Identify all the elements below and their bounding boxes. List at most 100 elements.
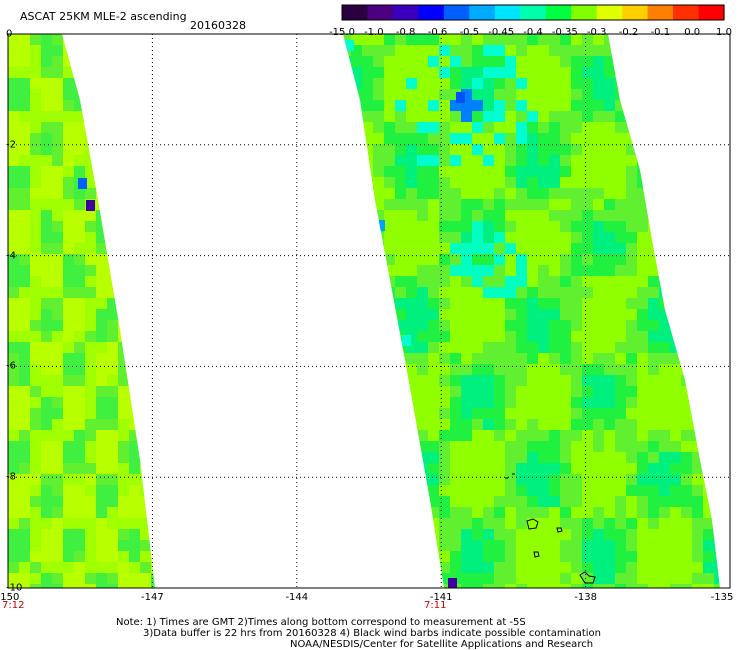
data-cell <box>604 573 616 585</box>
data-cell <box>582 166 594 178</box>
data-cell <box>96 45 108 57</box>
data-cell <box>659 144 671 156</box>
data-cell <box>593 155 605 167</box>
data-cell <box>494 287 506 299</box>
data-cell <box>472 210 484 222</box>
data-cell <box>670 122 682 134</box>
data-cell <box>560 78 572 90</box>
data-cell <box>52 452 64 464</box>
data-cell <box>703 584 715 588</box>
data-cell <box>681 474 693 486</box>
data-cell <box>692 89 704 101</box>
data-cell <box>472 89 484 101</box>
data-cell <box>129 166 141 178</box>
data-cell <box>439 78 451 90</box>
data-cell <box>505 375 517 387</box>
data-cell <box>351 155 363 167</box>
data-cell <box>63 485 75 497</box>
data-cell <box>129 34 141 46</box>
data-cell <box>648 287 660 299</box>
data-cell <box>52 243 64 255</box>
data-cell <box>362 353 374 365</box>
data-cell <box>63 584 75 588</box>
data-cell <box>19 45 31 57</box>
data-cell <box>494 155 506 167</box>
data-cell <box>604 551 616 563</box>
data-cell <box>362 254 374 266</box>
data-cell <box>362 496 374 508</box>
data-cell <box>351 232 363 244</box>
data-cell <box>351 133 363 145</box>
data-cell <box>96 89 108 101</box>
data-cell <box>395 540 407 552</box>
data-cell <box>659 353 671 365</box>
data-cell <box>648 155 660 167</box>
colorbar-label: -0.8 <box>395 27 416 38</box>
data-cell <box>343 254 352 266</box>
data-cell <box>516 397 528 409</box>
data-cell <box>151 463 155 475</box>
data-cell <box>549 254 561 266</box>
data-cell <box>648 518 660 530</box>
data-cell <box>373 452 385 464</box>
colorbar-frame <box>341 4 725 21</box>
data-cell <box>549 155 561 167</box>
data-cell <box>343 177 352 189</box>
data-cell <box>571 144 583 156</box>
data-cell <box>571 210 583 222</box>
data-cell <box>351 342 363 354</box>
data-cell <box>151 551 155 563</box>
data-cell <box>384 584 396 588</box>
data-cell <box>681 78 693 90</box>
data-cell <box>41 243 53 255</box>
data-cell <box>615 221 627 233</box>
data-cell <box>129 100 141 112</box>
data-cell <box>626 221 638 233</box>
data-cell <box>417 144 429 156</box>
data-cell <box>52 342 64 354</box>
data-cell <box>483 265 495 277</box>
data-cell <box>129 331 141 343</box>
data-cell <box>593 540 605 552</box>
data-cell <box>494 298 506 310</box>
data-cell <box>19 122 31 134</box>
data-cell <box>659 276 671 288</box>
data-cell <box>670 67 682 79</box>
data-cell <box>593 34 605 46</box>
data-cell <box>571 45 583 57</box>
data-cell <box>8 485 20 497</box>
data-cell <box>373 100 385 112</box>
data-cell <box>692 342 704 354</box>
data-cell <box>63 441 75 453</box>
data-cell <box>527 320 539 332</box>
data-cell <box>571 551 583 563</box>
data-cell <box>395 89 407 101</box>
data-cell <box>593 111 605 123</box>
data-cell <box>461 529 473 541</box>
data-cell <box>461 320 473 332</box>
data-cell <box>571 529 583 541</box>
data-cell <box>472 34 484 46</box>
data-cell <box>472 298 484 310</box>
data-cell <box>450 463 462 475</box>
data-cell <box>30 320 42 332</box>
data-cell <box>505 89 517 101</box>
data-cell <box>615 111 627 123</box>
data-cell <box>395 441 407 453</box>
data-cell <box>140 342 152 354</box>
data-cell <box>461 177 473 189</box>
time-label-left: 7:12 <box>2 600 25 611</box>
data-cell <box>63 144 75 156</box>
data-cell <box>637 540 649 552</box>
data-cell <box>615 199 627 211</box>
data-cell <box>538 562 550 574</box>
data-cell <box>538 320 550 332</box>
data-cell <box>428 122 440 134</box>
data-cell <box>483 298 495 310</box>
data-cell <box>96 562 108 574</box>
data-cell <box>472 276 484 288</box>
data-cell <box>406 441 418 453</box>
data-cell <box>63 419 75 431</box>
data-cell <box>428 573 440 585</box>
data-cell <box>637 331 649 343</box>
